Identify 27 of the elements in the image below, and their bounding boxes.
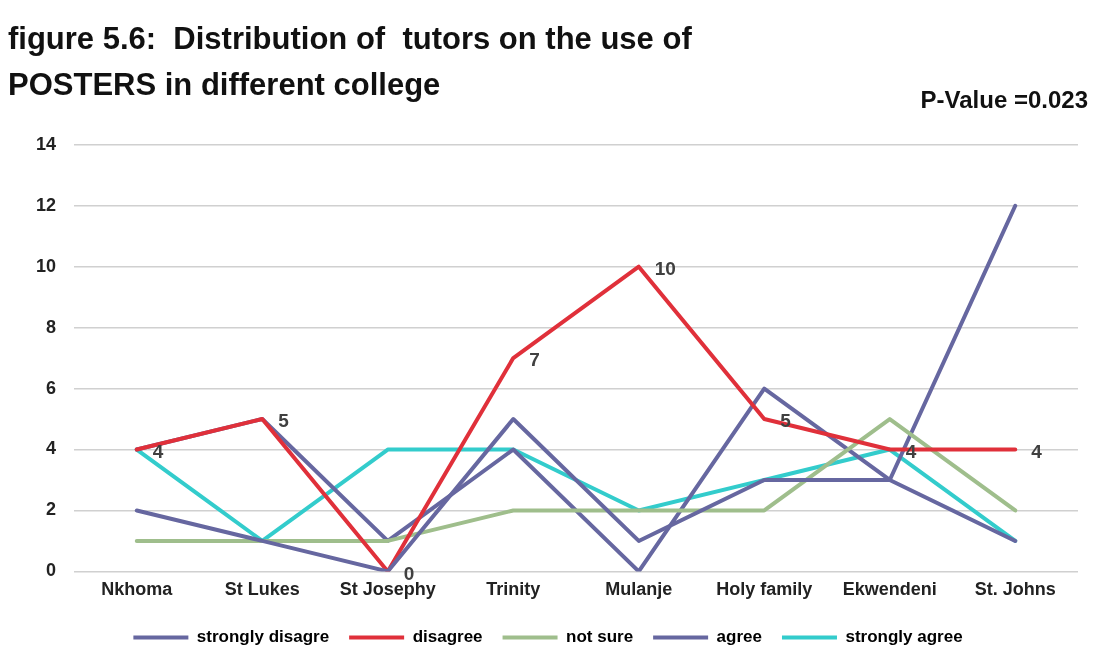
- y-tick-label: 14: [35, 133, 57, 154]
- y-tick-label: 2: [46, 499, 57, 520]
- x-tick-label: St Lukes: [224, 579, 300, 600]
- data-label: 7: [529, 349, 540, 371]
- y-tick-label: 12: [35, 194, 57, 215]
- x-tick-label: St. Johns: [974, 579, 1056, 600]
- x-tick-label: Ekwendeni: [842, 579, 937, 600]
- text: P-Value =0.023: [920, 86, 1088, 114]
- data-label: 5: [278, 410, 290, 432]
- y-tick-label: 10: [35, 255, 57, 276]
- legend-label: not sure: [566, 627, 634, 647]
- y-tick-label: 4: [46, 438, 57, 459]
- data-label: 4: [152, 440, 164, 462]
- legend-label: strongly agree: [845, 627, 963, 647]
- x-tick-label: Holy family: [716, 579, 813, 600]
- chart-title: figure 5.6: Distribution of tutors on the use of POSTERS in different college: [8, 20, 693, 104]
- legend-label: disagree: [412, 627, 483, 647]
- x-tick-label: Nkhoma: [101, 579, 174, 600]
- legend-label: agree: [716, 627, 762, 647]
- y-tick-label: 8: [46, 316, 57, 337]
- legend-label: strongly disagre: [196, 627, 330, 647]
- y-tick-label: 0: [46, 560, 57, 581]
- data-label: 4: [1031, 440, 1043, 462]
- x-tick-label: Mulanje: [605, 579, 673, 600]
- y-tick-label: 6: [46, 377, 57, 398]
- data-label: 10: [654, 257, 676, 279]
- x-tick-label: Trinity: [486, 579, 541, 600]
